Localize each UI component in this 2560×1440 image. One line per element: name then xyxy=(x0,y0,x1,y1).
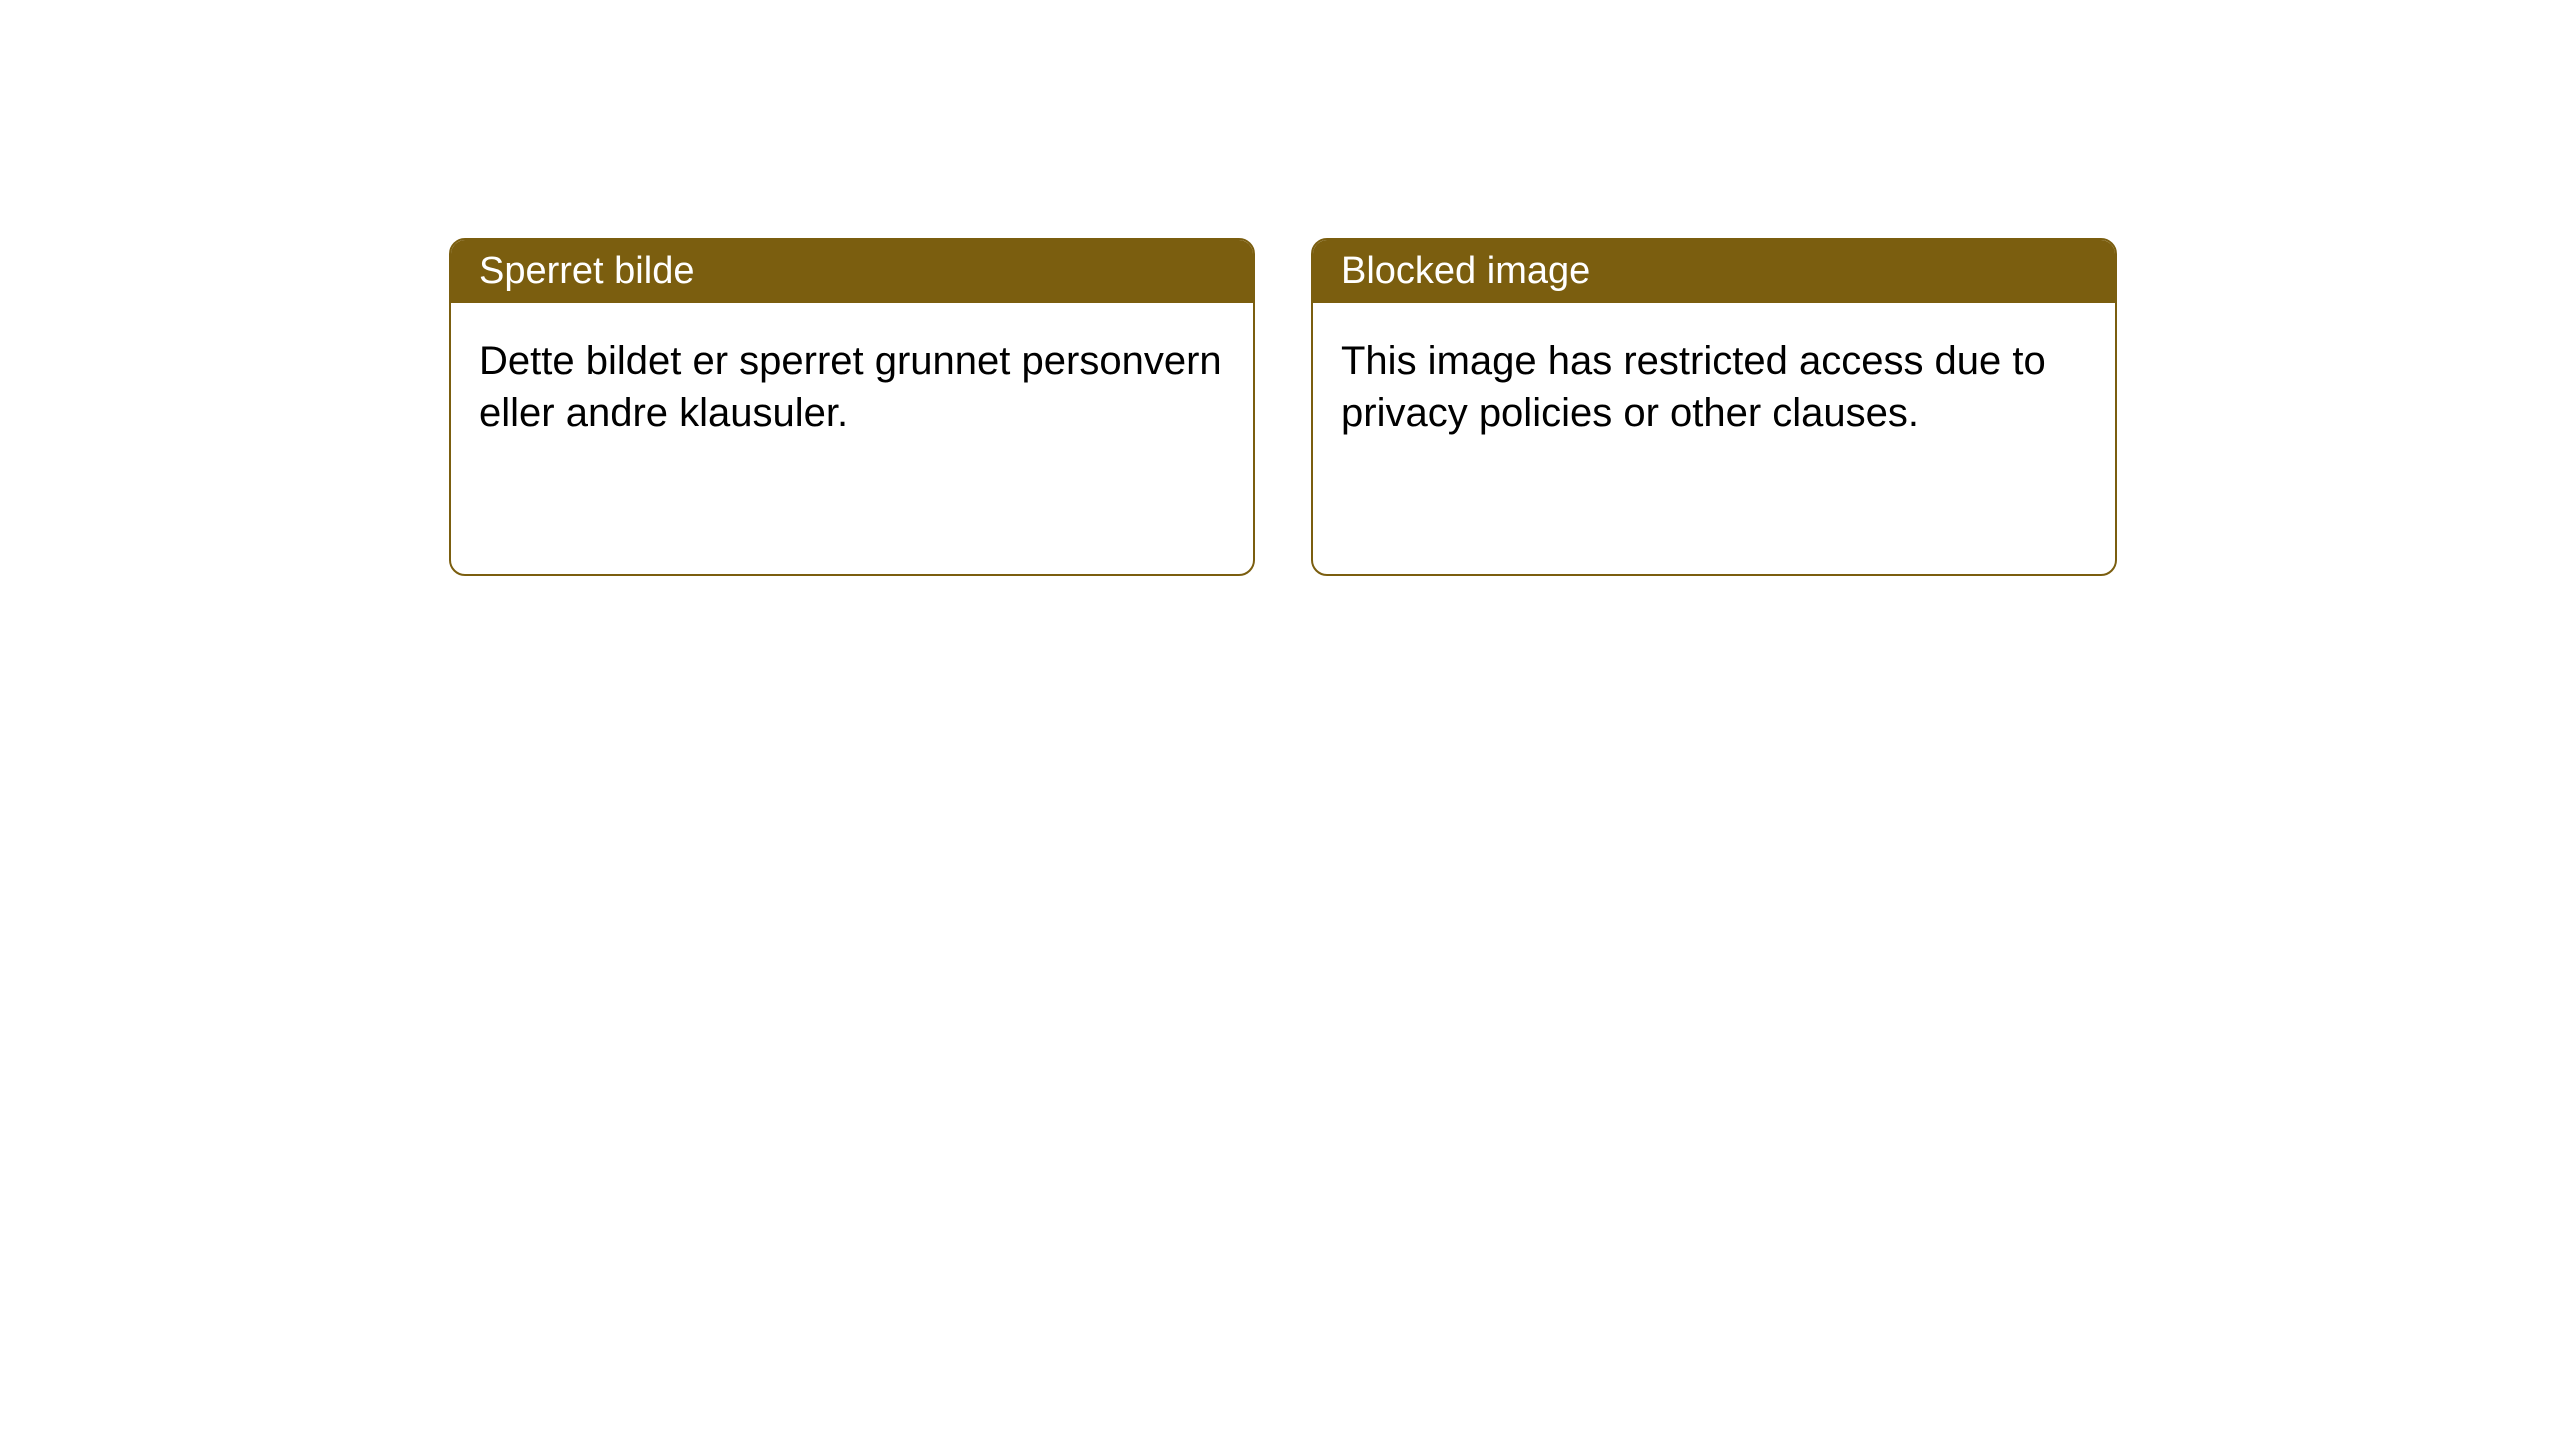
blocked-card-en: Blocked image This image has restricted … xyxy=(1311,238,2117,576)
card-body-no: Dette bildet er sperret grunnet personve… xyxy=(451,303,1253,471)
card-body-en: This image has restricted access due to … xyxy=(1313,303,2115,471)
blocked-image-cards: Sperret bilde Dette bildet er sperret gr… xyxy=(449,238,2117,576)
card-header-en: Blocked image xyxy=(1313,240,2115,303)
blocked-card-no: Sperret bilde Dette bildet er sperret gr… xyxy=(449,238,1255,576)
card-header-no: Sperret bilde xyxy=(451,240,1253,303)
